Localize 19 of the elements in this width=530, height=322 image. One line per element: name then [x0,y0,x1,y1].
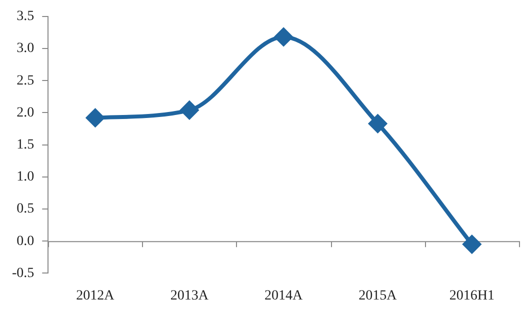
y-tick-label: 0.5 [16,202,34,217]
x-tick-label: 2013A [170,288,210,304]
point [86,108,104,127]
x-tick-label: 2015A [358,288,398,304]
y-tick-label: 2.5 [16,73,34,88]
y-tick-label: 3.5 [16,9,34,24]
point [462,235,481,254]
y-tick-label: -0.5 [12,266,34,281]
x-tick-label: 2016H1 [449,288,494,304]
x-tick-label: 2014A [264,288,304,304]
y-tick-label: 3.0 [16,41,34,56]
y-tick-label: 2.0 [16,105,34,120]
x-tick-label: 2012A [76,288,116,304]
y-tick-label: 0.0 [16,234,34,249]
point [274,28,293,46]
point [368,114,387,133]
y-tick-label: 1.0 [16,170,34,185]
y-tick-label: 1.5 [16,137,34,152]
point [180,101,198,120]
